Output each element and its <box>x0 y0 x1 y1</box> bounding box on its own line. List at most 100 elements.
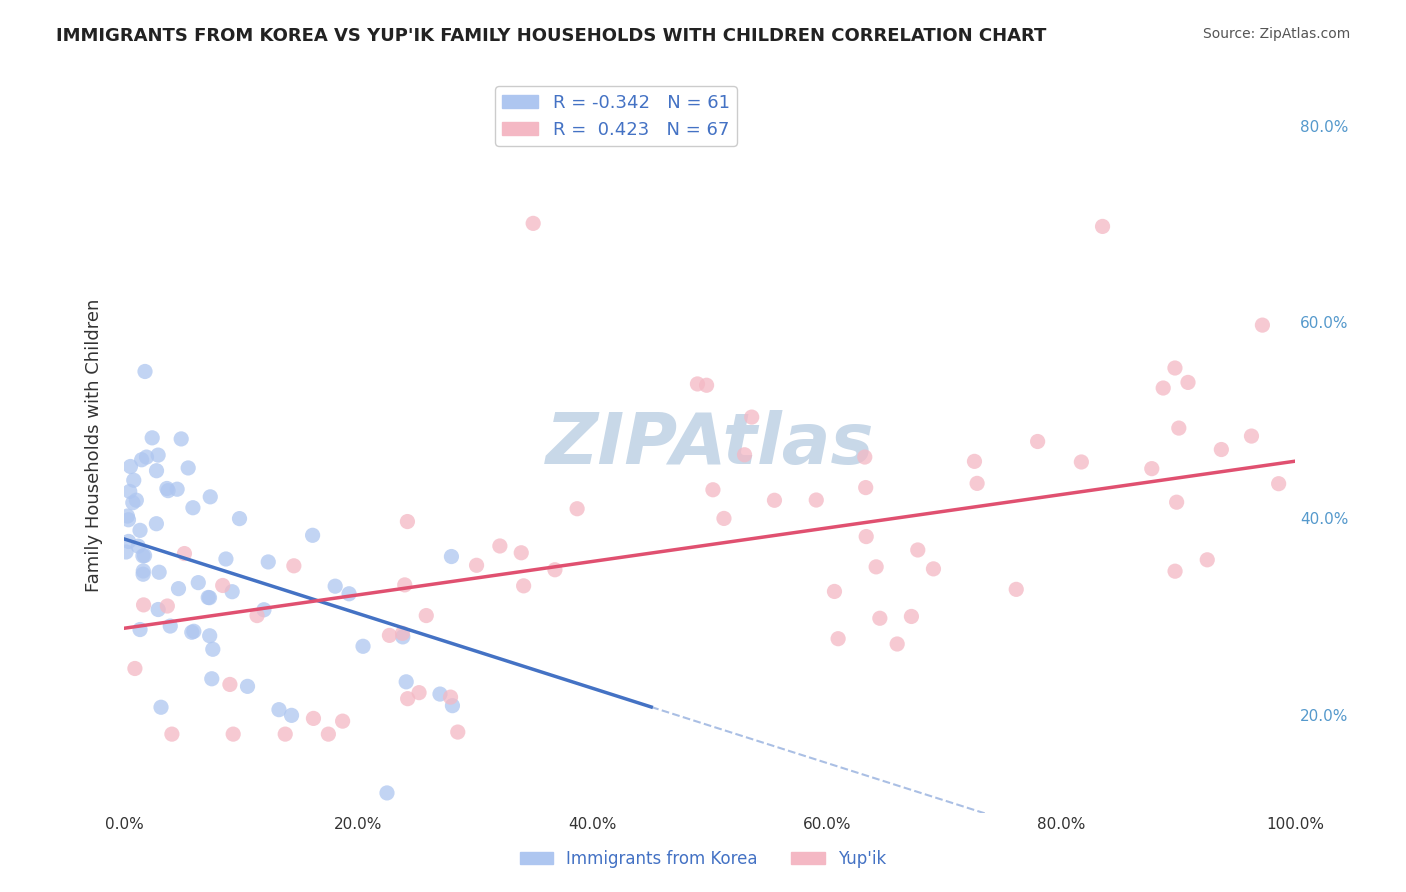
Point <box>907 543 929 558</box>
Point <box>132 549 155 563</box>
Point <box>118 484 141 499</box>
Point <box>122 473 145 487</box>
Point <box>280 708 302 723</box>
Point <box>855 481 877 495</box>
Point <box>146 448 169 462</box>
Point <box>763 493 786 508</box>
Legend: Immigrants from Korea, Yup'ik: Immigrants from Korea, Yup'ik <box>513 844 893 875</box>
Point <box>734 448 756 462</box>
Point <box>1140 461 1163 475</box>
Point <box>145 464 167 478</box>
Point <box>120 459 142 474</box>
Point <box>134 549 156 563</box>
Point <box>696 378 718 392</box>
Point <box>966 476 988 491</box>
Point <box>869 611 891 625</box>
Point <box>159 619 181 633</box>
Point <box>702 483 724 497</box>
Point <box>157 483 180 498</box>
Point <box>1197 553 1219 567</box>
Point <box>228 511 250 525</box>
Point <box>1070 455 1092 469</box>
Point <box>352 640 374 654</box>
Point <box>1167 421 1189 435</box>
Point <box>129 623 152 637</box>
Point <box>922 562 945 576</box>
Point <box>219 677 242 691</box>
Point <box>166 482 188 496</box>
Point <box>806 493 828 508</box>
Point <box>1164 564 1187 578</box>
Point <box>197 591 219 605</box>
Point <box>439 690 461 705</box>
Point <box>180 625 202 640</box>
Point <box>200 490 222 504</box>
Point <box>900 609 922 624</box>
Point <box>415 608 437 623</box>
Point <box>141 431 163 445</box>
Point <box>135 450 157 464</box>
Text: Source: ZipAtlas.com: Source: ZipAtlas.com <box>1202 27 1350 41</box>
Point <box>198 591 221 605</box>
Point <box>129 524 152 538</box>
Point <box>1166 495 1188 509</box>
Point <box>686 376 709 391</box>
Point <box>391 626 413 640</box>
Point <box>302 711 325 725</box>
Point <box>1240 429 1263 443</box>
Point <box>544 563 567 577</box>
Point <box>274 727 297 741</box>
Point <box>253 603 276 617</box>
Point <box>198 629 221 643</box>
Point <box>396 691 419 706</box>
Point <box>267 703 290 717</box>
Point <box>156 482 179 496</box>
Point <box>215 552 238 566</box>
Point <box>236 679 259 693</box>
Point <box>1164 361 1187 376</box>
Point <box>117 509 139 524</box>
Point <box>886 637 908 651</box>
Point <box>522 216 544 230</box>
Point <box>160 727 183 741</box>
Point <box>565 501 588 516</box>
Point <box>441 698 464 713</box>
Point <box>173 547 195 561</box>
Point <box>211 578 233 592</box>
Point <box>181 500 204 515</box>
Point <box>394 578 416 592</box>
Point <box>246 608 269 623</box>
Point <box>183 624 205 639</box>
Point <box>301 528 323 542</box>
Point <box>121 496 143 510</box>
Point <box>378 628 401 642</box>
Point <box>853 450 876 464</box>
Legend: R = -0.342   N = 61, R =  0.423   N = 67: R = -0.342 N = 61, R = 0.423 N = 67 <box>495 87 737 146</box>
Text: ZIPAtlas: ZIPAtlas <box>546 410 875 480</box>
Point <box>150 700 173 714</box>
Point <box>127 539 149 553</box>
Point <box>117 534 139 549</box>
Point <box>148 566 170 580</box>
Point <box>283 558 305 573</box>
Point <box>1005 582 1028 597</box>
Point <box>125 493 148 508</box>
Y-axis label: Family Households with Children: Family Households with Children <box>86 298 103 591</box>
Text: IMMIGRANTS FROM KOREA VS YUP'IK FAMILY HOUSEHOLDS WITH CHILDREN CORRELATION CHAR: IMMIGRANTS FROM KOREA VS YUP'IK FAMILY H… <box>56 27 1046 45</box>
Point <box>489 539 512 553</box>
Point <box>396 515 419 529</box>
Point <box>124 661 146 675</box>
Point <box>1251 318 1274 332</box>
Point <box>117 513 139 527</box>
Point <box>429 687 451 701</box>
Point <box>145 516 167 531</box>
Point <box>132 567 155 582</box>
Point <box>156 599 179 613</box>
Point <box>440 549 463 564</box>
Point <box>1211 442 1233 457</box>
Point <box>963 454 986 468</box>
Point <box>391 630 413 644</box>
Point <box>1026 434 1049 449</box>
Point <box>332 714 354 728</box>
Point <box>1267 476 1289 491</box>
